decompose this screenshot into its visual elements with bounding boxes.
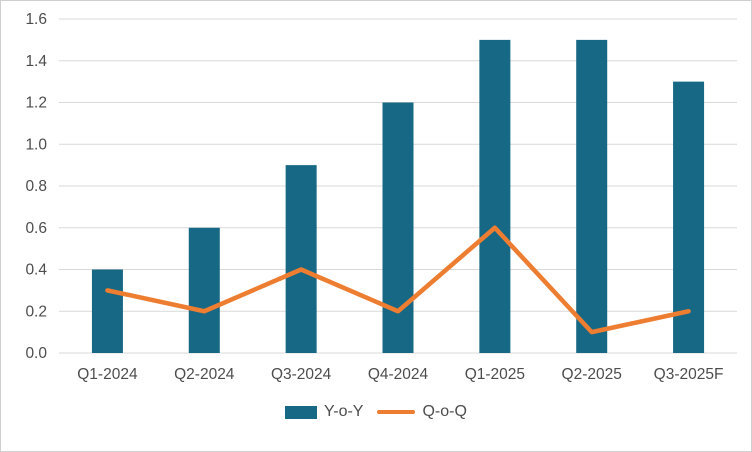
legend: Y-o-Y Q-o-Q: [1, 403, 751, 421]
x-axis-category-label: Q3-2024: [271, 366, 332, 383]
legend-label-yoy: Y-o-Y: [324, 403, 364, 420]
yoy-bar-swatch-icon: [285, 405, 318, 419]
x-axis-category-label: Q1-2024: [77, 366, 138, 383]
x-axis-category-label: Q2-2024: [174, 366, 235, 383]
legend-label-qoq: Q-o-Q: [422, 403, 467, 420]
y-axis-tick-label: 0.6: [25, 220, 47, 237]
x-axis-category-label: Q2-2025: [562, 366, 622, 383]
bar: [576, 39, 608, 353]
legend-item-yoy: Y-o-Y: [285, 403, 363, 421]
line-series: [105, 225, 691, 335]
x-axis-category-label: Q1-2025: [465, 366, 525, 383]
qoq-line-swatch-icon: [377, 410, 416, 414]
y-axis-tick-label: 1.2: [25, 95, 47, 112]
bar: [479, 39, 511, 353]
y-axis-tick-label: 0.2: [25, 303, 47, 320]
y-axis-tick-label: 0.4: [25, 262, 47, 279]
y-axis-tick-label: 0.8: [25, 178, 47, 195]
x-axis-category-label: Q4-2024: [368, 366, 429, 383]
chart-canvas: 0.0 0.2 0.4 0.6 0.8 1.0 1.2 1.4 1.6 Q1-2024 Q2-202…: [25, 11, 737, 383]
y-axis-tick-label: 1.4: [25, 53, 47, 70]
bar: [673, 81, 705, 353]
y-axis-tick-label: 0.0: [25, 345, 47, 362]
legend-item-qoq: Q-o-Q: [377, 403, 467, 421]
x-axis-category-label: Q3-2025F: [654, 366, 724, 383]
plot-area: 0.0 0.2 0.4 0.6 0.8 1.0 1.2 1.4 1.6 Q1-2024 Q2-202…: [1, 1, 751, 399]
y-axis-tick-label: 1.6: [25, 11, 47, 28]
bar: [91, 269, 123, 353]
bar: [382, 102, 414, 353]
bar: [285, 165, 317, 353]
y-axis-tick-label: 1.0: [25, 136, 47, 153]
bar: [188, 227, 220, 353]
